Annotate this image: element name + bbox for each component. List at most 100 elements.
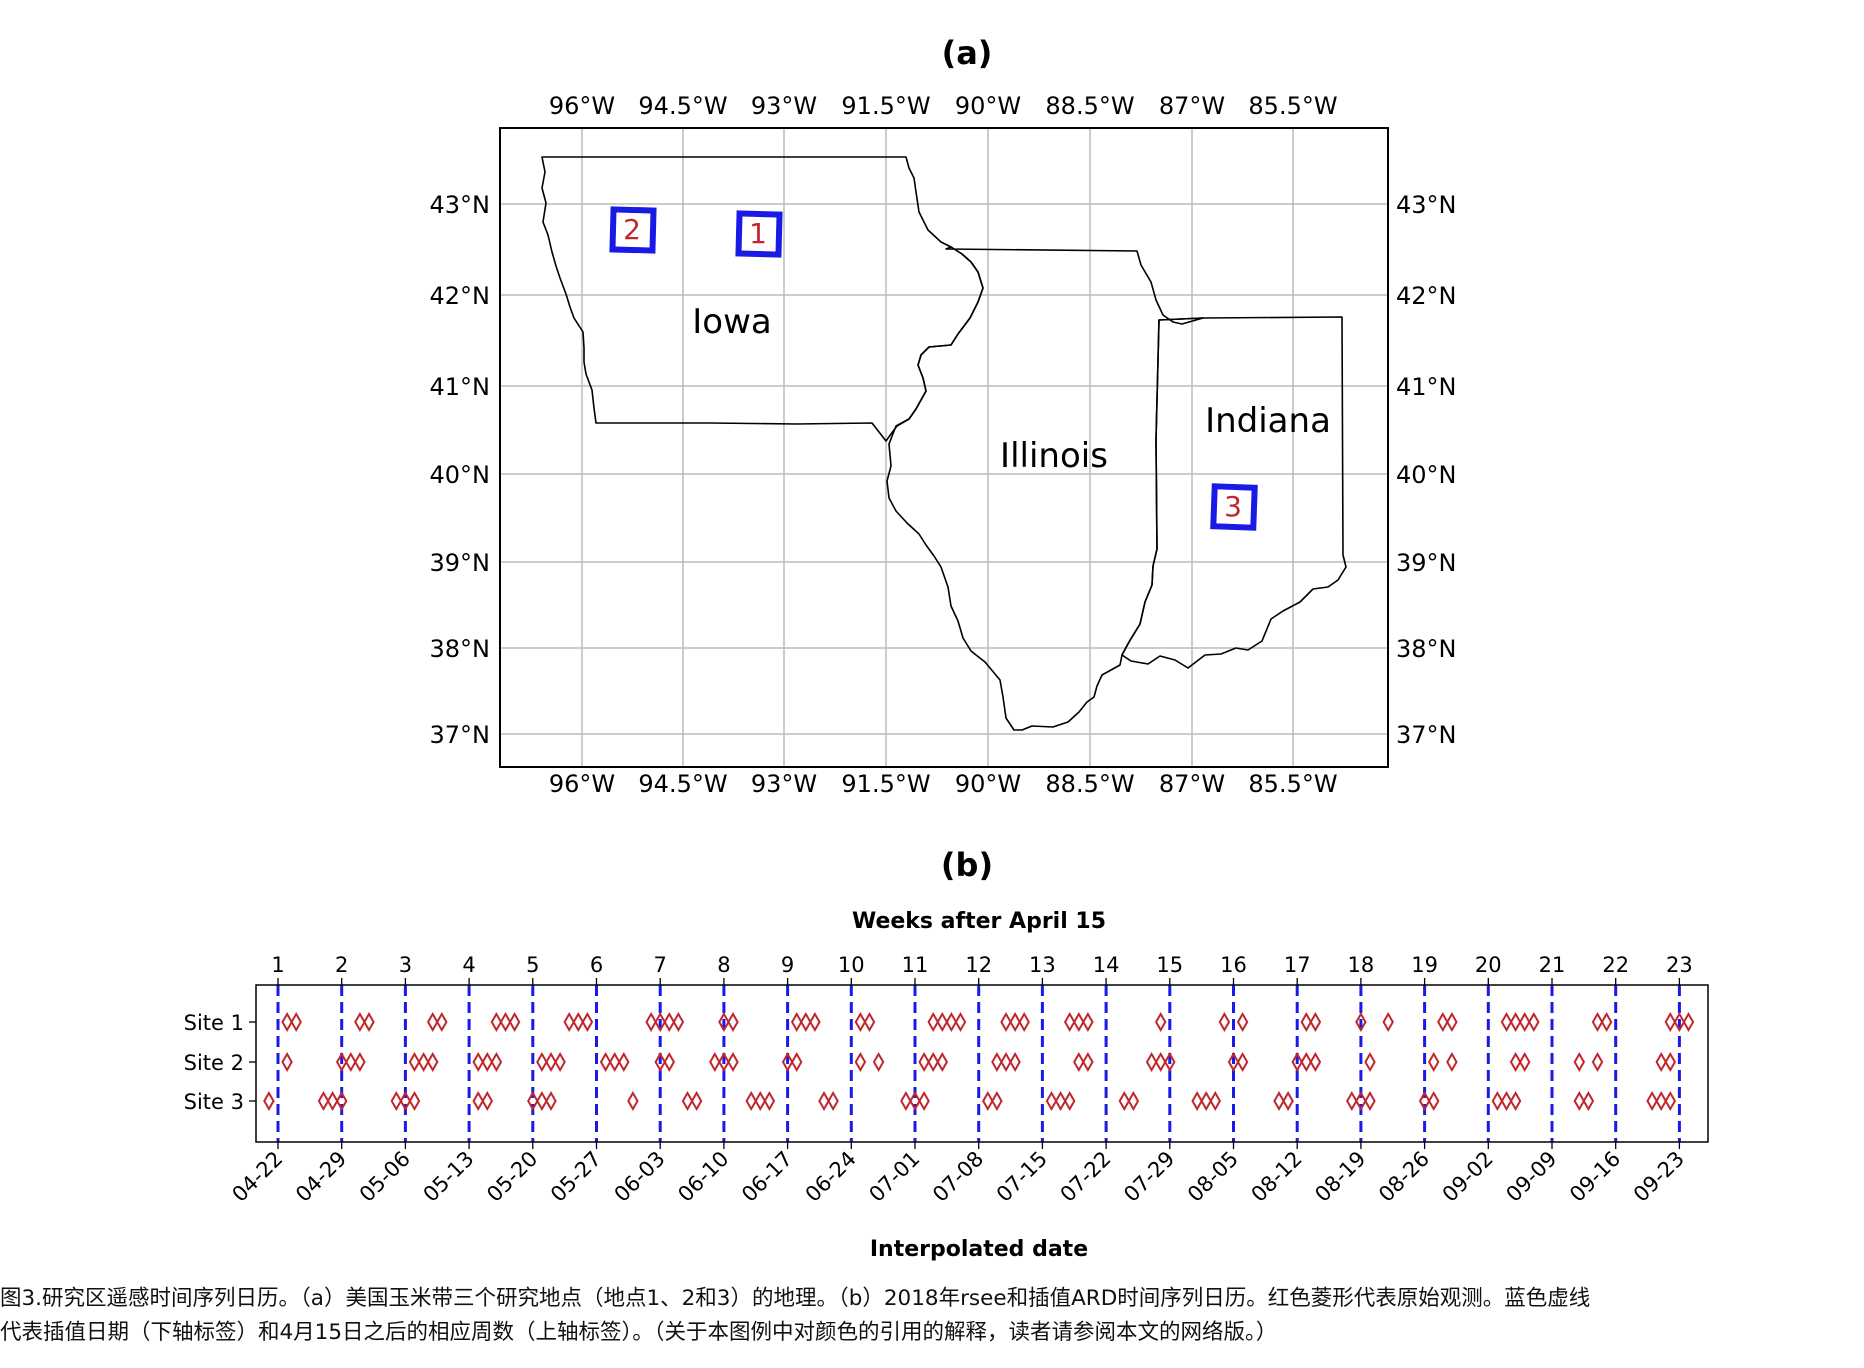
- observation-diamond: [1145, 1051, 1158, 1073]
- observation-diamond: [1518, 1011, 1531, 1033]
- observation-diamond: [872, 1051, 885, 1073]
- lon-tick-label-bottom: 96°W: [549, 770, 615, 798]
- site-box-3: 3: [1210, 483, 1258, 531]
- iowa-border: [541, 156, 984, 442]
- observation-diamond: [1045, 1090, 1058, 1112]
- week-number-label: 23: [1666, 953, 1693, 977]
- site-row-label: Site 2: [184, 1051, 244, 1075]
- observation-diamond: [536, 1090, 548, 1112]
- indiana-border: [1121, 316, 1347, 669]
- week-number-label: 2: [335, 953, 348, 977]
- observation-diamond: [1600, 1011, 1613, 1033]
- observation-diamond: [263, 1090, 275, 1112]
- observation-diamond: [281, 1011, 293, 1033]
- lon-tick-label-bottom: 93°W: [751, 770, 817, 798]
- state-label-iowa: Iowa: [692, 302, 771, 342]
- observation-diamond: [818, 1090, 830, 1112]
- observation-diamond: [690, 1090, 703, 1112]
- observation-diamond: [918, 1051, 930, 1073]
- date-tick-label: 07-29: [1119, 1147, 1179, 1207]
- observation-diamond: [1382, 1011, 1394, 1033]
- date-tick-label: 05-27: [546, 1147, 606, 1207]
- observation-diamond: [1418, 1090, 1431, 1112]
- observation-diamond: [727, 1011, 739, 1033]
- observation-diamond: [1446, 1051, 1458, 1073]
- lon-tick-label-top: 87°W: [1159, 92, 1225, 120]
- observation-diamond: [363, 1011, 375, 1033]
- observation-diamond: [800, 1011, 812, 1033]
- observation-diamond: [790, 1011, 803, 1033]
- week-number-label: 5: [526, 953, 539, 977]
- observation-diamond: [345, 1051, 357, 1073]
- lon-tick-label-bottom: 90°W: [955, 770, 1021, 798]
- observation-diamond: [936, 1051, 949, 1073]
- observation-diamond: [608, 1051, 621, 1073]
- observation-diamond: [1309, 1051, 1322, 1073]
- site-box-2: 2: [609, 206, 657, 254]
- observation-diamond: [572, 1011, 585, 1033]
- observation-diamond: [645, 1011, 657, 1033]
- observation-diamond: [408, 1090, 421, 1112]
- observation-diamond: [335, 1090, 348, 1112]
- lon-tick-label-top: 96°W: [549, 92, 615, 120]
- state-label-illinois: Illinois: [1000, 436, 1108, 476]
- lat-tick-label-right: 40°N: [1396, 461, 1457, 489]
- lat-tick-label-right: 42°N: [1396, 282, 1457, 310]
- observation-diamond: [390, 1090, 403, 1112]
- observation-diamond: [1427, 1090, 1440, 1112]
- observation-diamond: [1227, 1051, 1240, 1073]
- date-tick-label: 09-23: [1629, 1147, 1689, 1207]
- observation-diamond: [718, 1051, 730, 1073]
- observation-diamond: [1309, 1011, 1322, 1033]
- week-number-label: 6: [590, 953, 603, 977]
- observation-diamond: [854, 1011, 867, 1033]
- week-number-label: 21: [1539, 953, 1566, 977]
- week-number-label: 3: [399, 953, 412, 977]
- site-row-label: Site 3: [184, 1090, 244, 1114]
- observation-diamond: [1063, 1090, 1076, 1112]
- observation-diamond: [1509, 1090, 1522, 1112]
- observation-diamond: [763, 1090, 776, 1112]
- observation-diamond: [508, 1011, 521, 1033]
- observation-diamond: [481, 1051, 494, 1073]
- observation-points: [263, 1011, 1695, 1112]
- lon-tick-label-top: 88.5°W: [1045, 92, 1134, 120]
- lat-tick-label-left: 37°N: [430, 721, 491, 749]
- week-number-label: 7: [654, 953, 667, 977]
- observation-diamond: [900, 1090, 912, 1112]
- observation-diamond: [326, 1090, 339, 1112]
- lat-tick-label-right: 41°N: [1396, 373, 1457, 401]
- calendar-frame: [255, 984, 1709, 1143]
- observation-diamond: [909, 1090, 921, 1112]
- observation-diamond: [954, 1011, 967, 1033]
- lat-tick-label-left: 39°N: [430, 549, 491, 577]
- observation-diamond: [991, 1090, 1003, 1112]
- week-number-label: 20: [1475, 953, 1502, 977]
- observation-diamond: [1573, 1051, 1586, 1073]
- observation-diamond: [426, 1011, 439, 1033]
- observation-diamond: [1236, 1051, 1249, 1073]
- calendar-panel: 1 04-22 2 04-29 3 05-06 4 05-13 5 05-20 6 05-27 7 06-…: [184, 953, 1709, 1207]
- date-tick-label: 07-01: [864, 1147, 924, 1207]
- lon-tick-label-top: 94.5°W: [638, 92, 727, 120]
- lat-tick-label-right: 43°N: [1396, 191, 1457, 219]
- observation-diamond: [1655, 1051, 1667, 1073]
- observation-diamond: [854, 1051, 867, 1073]
- observation-diamond: [1236, 1011, 1249, 1033]
- lon-tick-label-bottom: 88.5°W: [1045, 770, 1134, 798]
- observation-diamond: [1364, 1051, 1376, 1073]
- date-tick-label: 08-26: [1374, 1147, 1434, 1207]
- lon-tick-label-top: 90°W: [955, 92, 1021, 120]
- observation-diamond: [1209, 1090, 1222, 1112]
- observation-diamond: [1509, 1011, 1522, 1033]
- map-tick-labels: 96°W 96°W 94.5°W 94.5°W 93°W 93°W 91.5°W 91.5°W…: [430, 92, 1457, 798]
- week-number-label: 22: [1602, 953, 1629, 977]
- observation-diamond: [827, 1090, 839, 1112]
- observation-diamond: [1282, 1090, 1294, 1112]
- date-tick-label: 06-03: [610, 1147, 670, 1207]
- map-panel: Iowa Illinois Indiana 1 2 3 96°W 96°W 94.5…: [430, 92, 1457, 798]
- lon-tick-label-bottom: 94.5°W: [638, 770, 727, 798]
- observation-diamond: [1355, 1011, 1367, 1033]
- date-tick-label: 06-10: [673, 1147, 733, 1207]
